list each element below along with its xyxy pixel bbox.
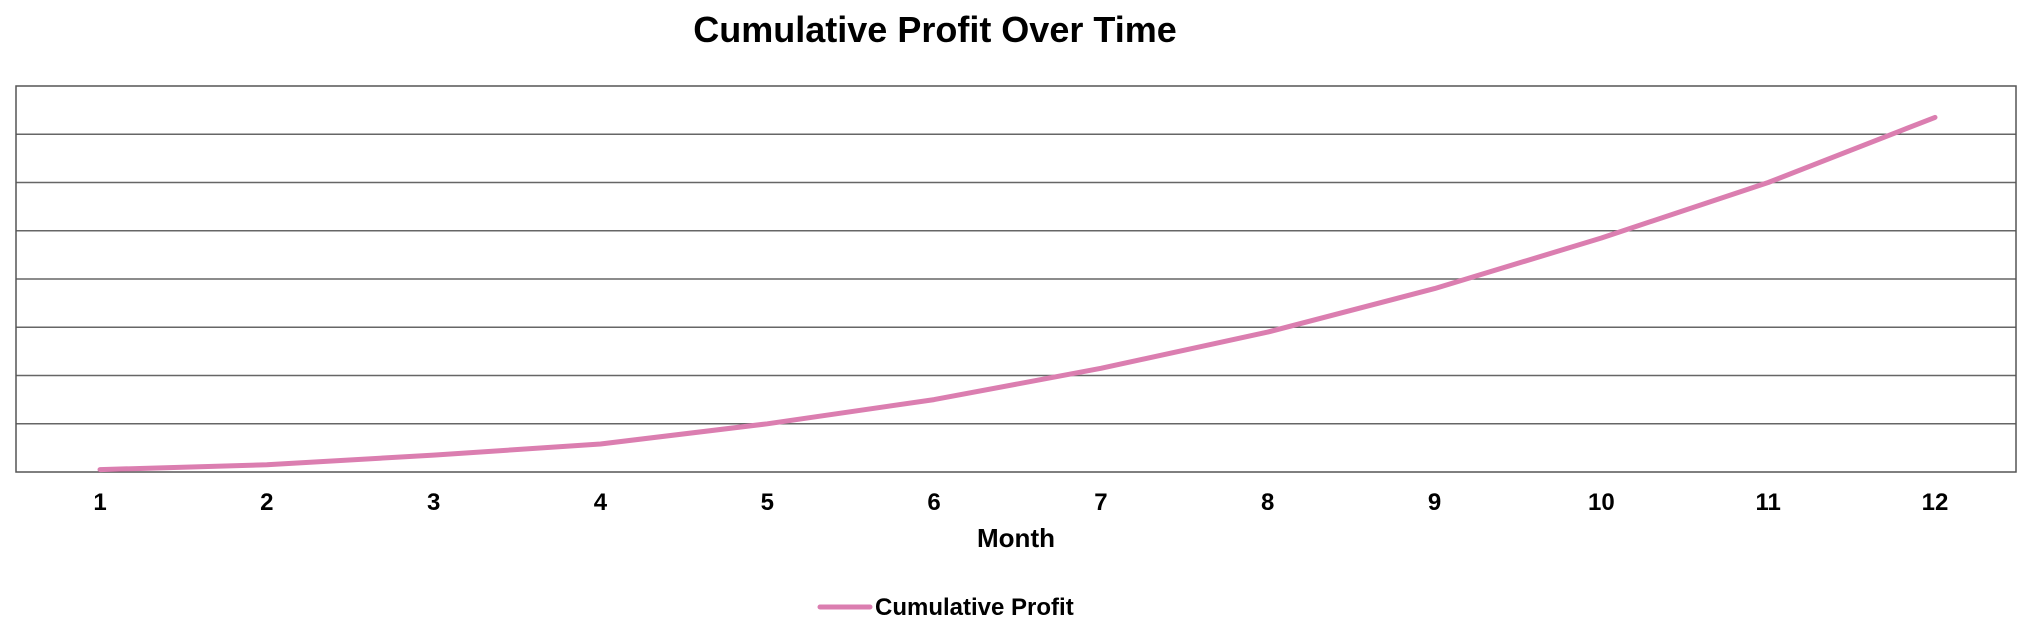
x-tick-label: 6	[927, 489, 940, 516]
x-tick-label: 5	[761, 489, 774, 516]
legend-label-cumulative-profit: Cumulative Profit	[875, 594, 1074, 621]
x-axis-label: Month	[977, 523, 1055, 553]
x-tick-label: 8	[1261, 489, 1274, 516]
x-tick-label: 3	[427, 489, 440, 516]
x-tick-label: 7	[1094, 489, 1107, 516]
x-tick-label: 12	[1922, 489, 1949, 516]
x-tick-label: 2	[260, 489, 273, 516]
gridlines	[16, 133, 2016, 425]
series-line-cumulative-profit	[97, 114, 1938, 473]
legend: Cumulative Profit	[817, 594, 1074, 621]
x-tick-label: 1	[93, 489, 106, 516]
x-tick-label: 4	[594, 489, 608, 516]
x-axis-ticks: 1 2 3 4 5 6 7 8 9 10 11 12	[93, 489, 1948, 516]
plot-area	[15, 85, 2017, 473]
x-tick-label: 9	[1428, 489, 1441, 516]
chart-title: Cumulative Profit Over Time	[693, 9, 1176, 50]
x-tick-label: 11	[1755, 489, 1780, 516]
x-tick-label: 10	[1588, 489, 1615, 516]
